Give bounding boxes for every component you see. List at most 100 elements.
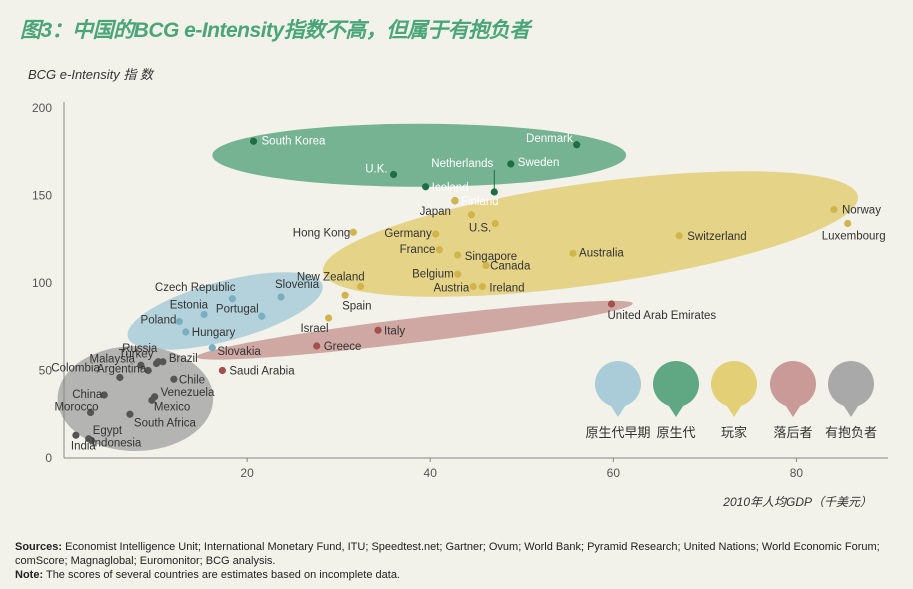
point-argentina: [144, 366, 152, 375]
point-saudi-arabia: [218, 366, 226, 375]
point-label-mexico: Mexico: [154, 401, 190, 413]
point-turkey: [152, 359, 161, 368]
point-germany: [432, 230, 440, 238]
point-label-south-africa: South Africa: [134, 417, 197, 429]
y-tick-label: 50: [39, 364, 53, 378]
point-label-belgium: Belgium: [412, 268, 454, 280]
legend-label: 原生代: [656, 425, 695, 440]
point-iceland: [422, 183, 430, 191]
point-label-ireland: Ireland: [489, 283, 524, 295]
point-label-greece: Greece: [324, 341, 362, 353]
point-belgium: [454, 270, 462, 278]
point-united-arab-emirates: [607, 300, 616, 308]
chart-title: 图3：中国的BCG e-Intensity指数不高，但属于有抱负者: [20, 19, 530, 42]
point-label-china: China: [72, 389, 103, 401]
y-tick-label: 100: [32, 276, 52, 290]
point-denmark: [573, 141, 581, 149]
point-norway: [830, 205, 838, 214]
y-tick-label: 0: [45, 451, 52, 465]
point-u-s-: [491, 219, 499, 228]
sources-note: Sources: Economist Intelligence Unit; In…: [15, 540, 895, 582]
legend-swatch: [828, 361, 874, 407]
point-label-turkey: Turkey: [119, 349, 154, 361]
point-label-russia: Russia: [122, 343, 158, 355]
legend-swatch: [595, 361, 641, 407]
point-label-austria: Austria: [433, 283, 469, 295]
point-italy: [374, 326, 382, 334]
legend-item: 有抱负者: [825, 361, 877, 440]
legend-swatch: [653, 361, 699, 407]
point-label-brazil: Brazil: [169, 353, 198, 365]
point-sweden: [507, 160, 515, 168]
group-ellipses: [57, 123, 858, 451]
legend-swatch: [770, 361, 816, 407]
point-france: [435, 246, 443, 254]
point-label-venezuela: Venezuela: [161, 387, 215, 399]
point-south-korea: [249, 137, 258, 145]
legend-label: 有抱负者: [825, 425, 877, 440]
x-tick-label: 80: [790, 466, 804, 480]
legend-swatch-tail: [784, 403, 802, 417]
point-label-czech-republic: Czech Republic: [155, 282, 236, 294]
point-label-japan: Japan: [420, 206, 451, 218]
point-label-u-k-: U.K.: [365, 164, 387, 176]
legend-swatch-tail: [725, 403, 743, 417]
point-label-saudi-arabia: Saudi Arabia: [229, 366, 295, 378]
point-brazil: [159, 358, 167, 366]
point-estonia: [200, 310, 208, 319]
point-ireland: [478, 282, 487, 291]
point-china: [100, 391, 108, 399]
point-new-zealand: [357, 282, 365, 291]
point-label-portugal: Portugal: [216, 303, 259, 315]
point-label-argentina: Argentina: [97, 364, 147, 376]
point-portugal: [258, 312, 266, 320]
x-tick-label: 20: [240, 466, 254, 480]
data-points: South Korea Denmark U.K. Sweden Netherlands I…: [51, 133, 885, 453]
point-japan: [451, 197, 459, 205]
group-ellipse: [196, 300, 633, 360]
point-label-france: France: [400, 244, 436, 256]
point-label-slovenia: Slovenia: [275, 279, 320, 291]
point-hungary: [182, 328, 190, 336]
point-finland: [467, 211, 476, 219]
x-tick-label: 60: [607, 466, 621, 480]
point-canada: [482, 261, 490, 270]
point-label-poland: Poland: [141, 315, 177, 327]
point-hong-kong: [349, 228, 357, 236]
legend-item: 原生代早期: [585, 361, 651, 440]
legend: 原生代早期 原生代 玩家 落后者 有抱负者: [585, 361, 877, 440]
point-colombia: [116, 373, 124, 382]
group-ellipse: [57, 346, 214, 451]
point-label-indonesia: Indonesia: [91, 438, 141, 450]
point-label-iceland: Iceland: [432, 182, 469, 194]
note-text: The scores of several countries are esti…: [45, 569, 400, 581]
point-label-colombia: Colombia: [51, 363, 100, 375]
point-poland: [175, 317, 183, 326]
point-label-italy: Italy: [384, 325, 405, 337]
point-india: [72, 431, 80, 439]
point-label-malaysia: Malaysia: [90, 353, 136, 365]
point-label-spain: Spain: [342, 300, 371, 312]
sources-text: Economist Intelligence Unit; Internation…: [15, 541, 880, 567]
point-slovakia: [208, 344, 216, 352]
point-chile: [170, 375, 178, 383]
axes: 0 50 100 150 200 20 40 60 80 BCG e-Intensity 指 数 2…: [28, 67, 888, 509]
point-indonesia: [87, 436, 96, 445]
group-ellipse: [322, 171, 858, 297]
legend-swatch-tail: [667, 403, 685, 417]
legend-label: 落后者: [773, 425, 812, 440]
y-tick-label: 150: [32, 189, 52, 203]
point-label-hong-kong: Hong Kong: [293, 227, 351, 239]
point-singapore: [454, 251, 462, 259]
legend-label: 玩家: [721, 425, 747, 440]
point-switzerland: [675, 232, 683, 240]
legend-item: 落后者: [770, 361, 816, 440]
legend-item: 玩家: [711, 361, 757, 440]
point-label-hungary: Hungary: [192, 327, 236, 339]
point-australia: [569, 249, 577, 257]
point-malaysia: [137, 361, 145, 369]
point-label-denmark: Denmark: [526, 133, 573, 145]
point-label-australia: Australia: [579, 247, 624, 259]
x-tick-label: 40: [424, 466, 438, 480]
point-spain: [341, 291, 349, 299]
